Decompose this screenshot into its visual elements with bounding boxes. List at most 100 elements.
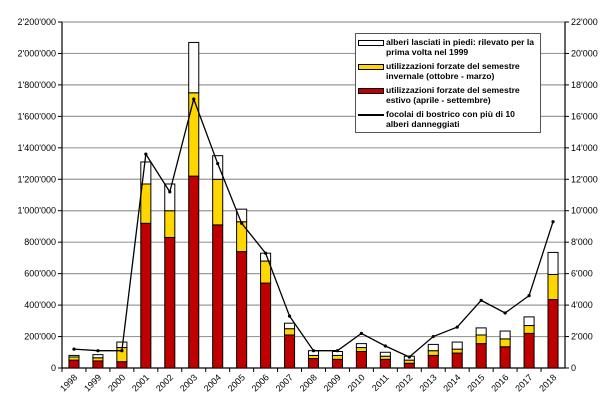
x-tick-label: 2001: [130, 372, 151, 393]
line-point-2010: [359, 331, 364, 335]
bar-segment-2002-0: [164, 236, 176, 369]
bar-segment-1999-0: [92, 360, 104, 369]
line-point-2009: [335, 349, 340, 353]
x-tick-label: 2015: [465, 372, 486, 393]
line-point-2017: [527, 294, 531, 298]
line-point-2008: [311, 349, 316, 353]
right-tick-label: 12'000: [571, 174, 598, 184]
bar-segment-2001-0: [140, 222, 152, 369]
bar-segment-2004-2: [212, 155, 224, 180]
right-tick-label: 10'000: [571, 206, 598, 216]
x-tick-label: 2000: [106, 372, 127, 393]
line-point-2001: [144, 152, 148, 156]
line-point-2006: [263, 251, 268, 255]
legend-label: utilizzazioni forzate del semestre inver…: [386, 61, 520, 81]
right-tick-label: 22'000: [571, 17, 598, 27]
right-tick-label: 6'000: [571, 269, 593, 279]
line-point-2013: [431, 334, 435, 339]
right-tick-label: 18'000: [571, 80, 598, 90]
bar-segment-2000-0: [116, 361, 128, 369]
bar-segment-2010-2: [355, 343, 367, 349]
legend-item-red: utilizzazioni forzate del semestre estiv…: [358, 85, 538, 105]
x-tick-label: 2002: [154, 372, 175, 393]
left-tick-label: 200'000: [24, 332, 56, 342]
bar-segment-2013-0: [427, 354, 439, 369]
line-point-2004: [216, 161, 220, 166]
legend-item-line: focolai di bostrico con più di 10 alberi…: [358, 109, 538, 129]
bar-segment-2010-1: [355, 347, 367, 352]
bar-segment-2014-2: [451, 341, 463, 350]
right-tick-label: 0: [571, 363, 576, 373]
x-tick-label: 1999: [82, 372, 103, 393]
x-tick-label: 2017: [513, 372, 534, 393]
left-tick-label: 400'000: [24, 300, 56, 310]
x-tick-label: 2003: [178, 372, 199, 393]
x-tick-label: 2013: [417, 372, 438, 393]
bar-segment-2017-2: [523, 316, 535, 327]
left-tick-label: 800'000: [24, 237, 56, 247]
line-point-2000: [120, 349, 124, 353]
left-tick-label: 1'400'000: [18, 143, 56, 153]
left-tick-label: 2'000'000: [18, 48, 56, 58]
left-tick-label: 2'200'000: [18, 17, 56, 27]
left-tick-label: 1'000'000: [18, 206, 56, 216]
bar-segment-2017-0: [523, 332, 535, 369]
bar-segment-2002-2: [164, 183, 176, 212]
x-tick-label: 2014: [441, 372, 462, 393]
bar-segment-2003-1: [188, 92, 200, 177]
line-point-2005: [240, 221, 244, 225]
bar-segment-2003-2: [188, 41, 200, 94]
legend-label: utilizzazioni forzate del semestre estiv…: [386, 85, 520, 105]
x-tick-label: 2016: [489, 372, 510, 393]
line-point-2014: [455, 325, 459, 329]
left-tick-label: 600'000: [24, 269, 56, 279]
left-tick-label: 1'200'000: [18, 174, 56, 184]
bar-segment-2016-1: [499, 338, 511, 348]
legend: alberi lasciati in piedi: rilevato per l…: [355, 33, 541, 133]
bar-segment-2001-1: [140, 183, 152, 224]
bar-segment-2018-0: [547, 299, 559, 369]
right-tick-label: 16'000: [571, 111, 598, 121]
bar-segment-2001-2: [140, 161, 152, 185]
bar-segment-2014-1: [451, 348, 463, 354]
bar-segment-2011-2: [379, 351, 391, 357]
line-point-2016: [503, 311, 507, 315]
bar-segment-2013-2: [427, 343, 439, 352]
x-tick-label: 2008: [298, 372, 319, 393]
bar-segment-2004-0: [212, 224, 224, 369]
x-tick-label: 2011: [370, 372, 391, 393]
bar-segment-2009-0: [331, 358, 343, 369]
bar-segment-2003-0: [188, 175, 200, 369]
bar-segment-2002-1: [164, 210, 176, 238]
bar-segment-2016-2: [499, 330, 511, 340]
bar-segment-2004-1: [212, 178, 224, 226]
legend-swatch: [358, 40, 384, 46]
x-tick-label: 2004: [202, 372, 223, 393]
line-point-2011: [383, 344, 387, 348]
bar-segment-2005-1: [236, 221, 248, 253]
line-point-1999: [96, 349, 100, 353]
x-tick-label: 2010: [346, 372, 367, 393]
x-tick-label: 2018: [537, 372, 558, 393]
line-point-1998: [72, 347, 76, 351]
x-tick-label: 2012: [393, 372, 414, 393]
left-tick-label: 1'600'000: [18, 111, 56, 121]
right-tick-label: 4'000: [571, 300, 593, 310]
bar-segment-2013-1: [427, 350, 439, 356]
legend-label: alberi lasciati in piedi: rilevato per l…: [386, 37, 535, 57]
bar-segment-2011-0: [379, 358, 391, 369]
bar-segment-2015-2: [475, 327, 487, 336]
line-point-2002: [168, 190, 172, 194]
legend-swatch: [358, 88, 384, 94]
x-tick-label: 2007: [274, 372, 295, 393]
bar-segment-2007-2: [284, 322, 296, 330]
right-tick-label: 8'000: [571, 237, 593, 247]
line-point-2003: [192, 97, 196, 101]
bar-segment-1999-2: [92, 354, 104, 359]
left-tick-label: 1'800'000: [18, 80, 56, 90]
bar-segment-2006-0: [260, 282, 272, 369]
legend-item-white: alberi lasciati in piedi: rilevato per l…: [358, 37, 538, 57]
bar-segment-2014-0: [451, 352, 463, 369]
x-tick-label: 1998: [58, 372, 79, 393]
